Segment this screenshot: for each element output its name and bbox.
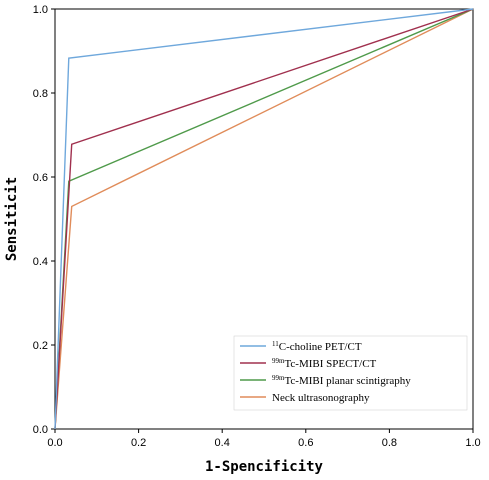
x-tick-label: 0.0 bbox=[47, 437, 62, 449]
y-tick-label: 0.4 bbox=[33, 256, 48, 268]
series-line bbox=[54, 8, 474, 430]
legend-label: 99mTc-MIBI SPECT/CT bbox=[272, 357, 377, 370]
legend-label-text: Tc-MIBI SPECT/CT bbox=[284, 358, 376, 370]
y-axis-title: Sensiticit bbox=[4, 177, 20, 261]
legend-box bbox=[233, 335, 468, 411]
y-tick-label: 0.8 bbox=[33, 88, 48, 100]
y-tick-label: 0.2 bbox=[33, 340, 48, 352]
x-axis-title: 1-Spencificity bbox=[205, 459, 324, 475]
x-tick-label: 0.8 bbox=[382, 437, 397, 449]
x-axis-ticks: 0.0 0.2 0.4 0.6 0.8 1.0 bbox=[47, 429, 481, 449]
legend-superscript: 99m bbox=[272, 374, 285, 382]
series-line bbox=[54, 8, 474, 430]
legend-label: 99mTc-MIBI planar scintigraphy bbox=[272, 374, 411, 387]
y-tick-label: 1.0 bbox=[33, 4, 48, 16]
series-line bbox=[54, 8, 474, 430]
y-axis-ticks: 0.0 0.2 0.4 0.6 0.8 1.0 bbox=[33, 4, 55, 436]
legend-superscript: 99m bbox=[272, 357, 285, 365]
x-tick-label: 0.2 bbox=[131, 437, 146, 449]
legend-label-text: Tc-MIBI planar scintigraphy bbox=[284, 375, 411, 387]
legend-label-text: C-choline PET/CT bbox=[279, 341, 362, 353]
y-tick-label: 0.0 bbox=[33, 424, 48, 436]
x-tick-label: 0.6 bbox=[298, 437, 313, 449]
x-tick-label: 1.0 bbox=[465, 437, 480, 449]
series-lines bbox=[54, 8, 474, 430]
plot-frame bbox=[54, 8, 474, 430]
legend-label: Neck ultrasonography bbox=[272, 392, 370, 404]
y-tick-label: 0.6 bbox=[33, 172, 48, 184]
legend-label: 11C-choline PET/CT bbox=[272, 340, 362, 353]
x-tick-label: 0.4 bbox=[215, 437, 230, 449]
legend-superscript: 11 bbox=[272, 340, 279, 348]
